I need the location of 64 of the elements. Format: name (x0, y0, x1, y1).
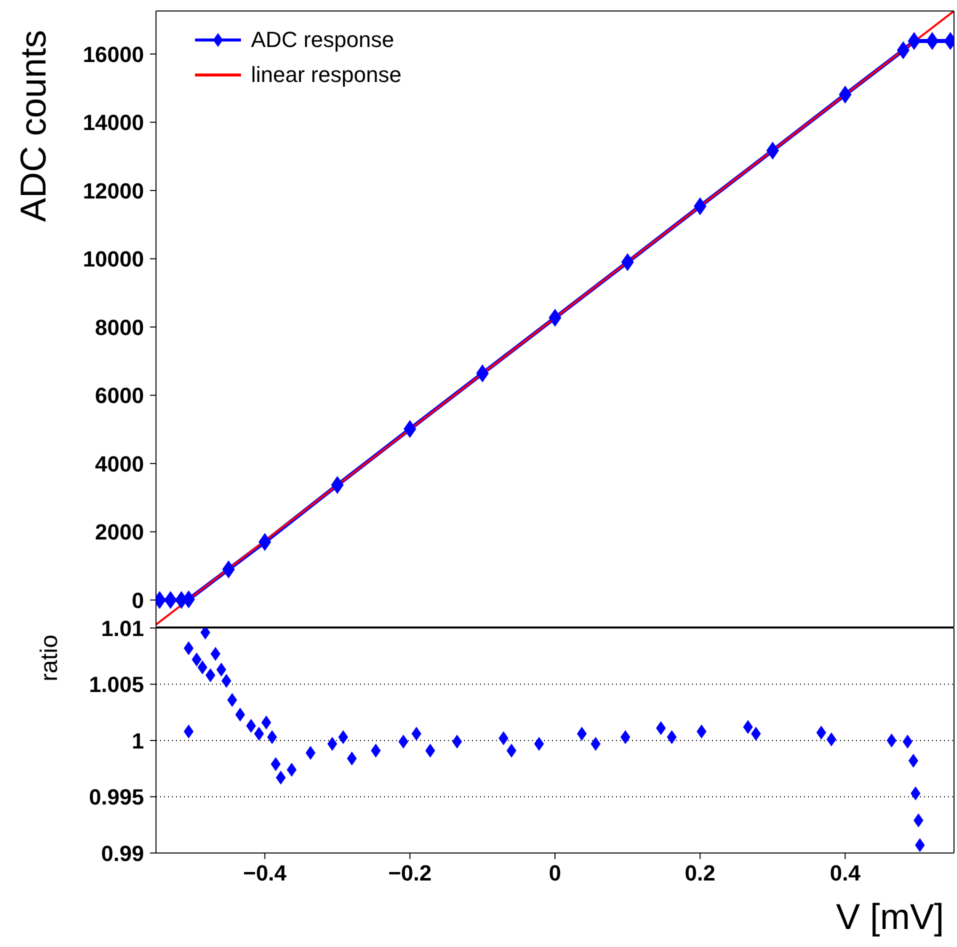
point (222, 560, 235, 578)
y-axis-title: ADC counts (12, 30, 54, 222)
x-tick-label: 0.2 (684, 860, 716, 886)
point (886, 734, 897, 748)
legend-label: ADC response (251, 26, 394, 52)
point (896, 41, 910, 60)
y-tick-label: 1.005 (88, 672, 144, 698)
x-axis-title: V [mV] (836, 896, 944, 937)
point (908, 32, 920, 50)
point (370, 744, 381, 758)
y-tick-label: 10000 (82, 246, 144, 272)
point (816, 726, 826, 740)
point (908, 754, 918, 768)
point (235, 708, 246, 722)
point (286, 762, 297, 777)
x-tick-label: 0.4 (830, 860, 862, 886)
point (576, 726, 587, 741)
y-tick-label: 1 (132, 728, 144, 754)
point (590, 736, 601, 751)
point (227, 693, 238, 707)
point (476, 364, 489, 382)
y-tick-label: 0.99 (101, 840, 144, 866)
point (694, 197, 706, 216)
legend-label: linear response (251, 62, 402, 88)
y-tick-label: 6000 (95, 383, 144, 408)
point (164, 591, 177, 610)
x-tick-label: −0.2 (388, 860, 432, 886)
point (620, 730, 630, 744)
y-tick-label: 12000 (82, 178, 144, 204)
point (926, 32, 939, 50)
point (548, 308, 562, 327)
point (261, 716, 272, 730)
point (666, 730, 677, 744)
point (216, 662, 226, 677)
point (404, 420, 416, 438)
y-tick-label: 16000 (82, 42, 144, 67)
point (327, 736, 338, 751)
point (398, 734, 408, 749)
y-tick-label: 0 (132, 588, 144, 613)
point (696, 724, 706, 738)
point (270, 757, 281, 772)
point (338, 730, 348, 744)
y-tick-label: 8000 (95, 314, 144, 340)
point (766, 142, 779, 160)
y-tick-label: 1.01 (101, 616, 144, 641)
point (192, 652, 202, 666)
point (184, 724, 194, 738)
point (621, 253, 634, 272)
y-tick-label: 2000 (95, 520, 144, 545)
y-tick-label: 4000 (95, 451, 144, 476)
y-tick-label: 14000 (82, 110, 144, 136)
point (838, 86, 852, 104)
point (221, 674, 232, 688)
point (331, 476, 344, 494)
x-tick-label: −0.4 (243, 860, 288, 886)
point (346, 752, 357, 766)
x-tick-label: 0 (548, 860, 562, 886)
point (743, 720, 753, 734)
point (258, 533, 272, 552)
y-axis-title: ratio (36, 634, 64, 682)
point (425, 744, 436, 758)
y-tick-label: 0.995 (88, 784, 144, 810)
point (184, 641, 194, 656)
point (276, 770, 286, 785)
